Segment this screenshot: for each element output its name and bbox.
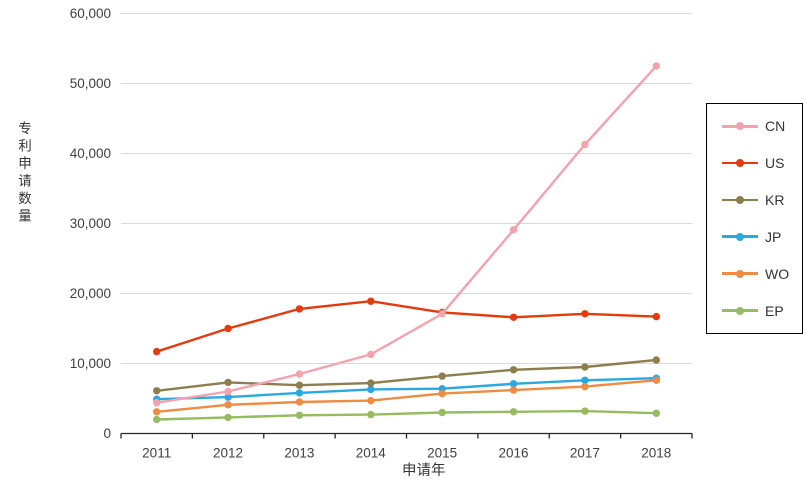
x-tick-label-2015: 2015 <box>427 446 457 461</box>
x-tick-label-2017: 2017 <box>570 446 600 461</box>
data-point-jp-2012 <box>224 393 232 401</box>
data-point-ep-2011 <box>152 415 161 424</box>
legend-label-jp: JP <box>765 228 782 245</box>
legend-item-cn: CN <box>722 118 802 134</box>
legend-dot-swatch <box>736 159 744 168</box>
data-point-ep-2016 <box>509 408 518 416</box>
y-axis-title: 专利申请数量 <box>16 121 31 226</box>
data-point-us-2016 <box>509 313 518 321</box>
legend-box: CN US KR JP WO EP <box>706 103 803 334</box>
data-point-wo-2017 <box>581 382 589 391</box>
series-line-ep <box>155 409 658 421</box>
legend-label-ep: EP <box>765 302 784 319</box>
data-point-jp-2013 <box>295 389 304 397</box>
data-point-ep-2018 <box>652 409 661 417</box>
data-point-kr-2015 <box>438 372 446 380</box>
data-point-kr-2016 <box>509 366 518 374</box>
legend-item-ep: EP <box>722 303 802 319</box>
legend-item-kr: KR <box>722 192 802 208</box>
legend-item-us: US <box>722 155 802 171</box>
y-tick-label: 20,000 <box>70 286 111 301</box>
data-point-ep-2012 <box>224 413 232 422</box>
data-point-wo-2013 <box>295 398 304 406</box>
legend-label-kr: KR <box>765 192 785 209</box>
data-point-wo-2012 <box>224 401 232 409</box>
data-point-ep-2017 <box>581 407 589 415</box>
x-tick-label-2016: 2016 <box>499 446 529 461</box>
x-tick-label-2018: 2018 <box>641 446 671 461</box>
data-point-kr-2014 <box>367 379 375 387</box>
legend-item-jp: JP <box>722 229 802 245</box>
data-point-cn-2018 <box>652 62 661 70</box>
data-point-us-2014 <box>367 297 375 305</box>
legend-dot-swatch <box>736 269 744 278</box>
series-line-kr <box>155 358 658 392</box>
y-tick-label: 10,000 <box>70 356 111 371</box>
data-point-ep-2014 <box>367 410 375 419</box>
data-point-kr-2011 <box>152 387 161 395</box>
series-line-jp <box>155 377 658 401</box>
data-point-cn-2013 <box>295 370 304 378</box>
data-point-cn-2015 <box>438 310 446 318</box>
data-point-cn-2014 <box>367 350 375 359</box>
data-point-us-2017 <box>581 310 589 318</box>
data-point-kr-2012 <box>224 378 232 387</box>
series-line-us <box>155 300 658 353</box>
x-tick-label-2014: 2014 <box>356 446 387 461</box>
data-point-wo-2016 <box>509 386 518 394</box>
data-point-us-2013 <box>295 305 304 313</box>
series-line-wo <box>155 379 658 413</box>
x-axis-title: 申请年 <box>402 463 446 479</box>
data-point-us-2012 <box>224 324 232 333</box>
data-point-cn-2012 <box>224 387 232 396</box>
y-tick-label: 60,000 <box>70 6 111 21</box>
data-point-wo-2015 <box>438 389 446 398</box>
legend-dot-swatch <box>736 306 744 315</box>
data-point-ep-2015 <box>438 408 446 417</box>
data-point-cn-2016 <box>509 226 518 234</box>
legend-label-us: US <box>765 155 785 172</box>
x-tick-label-2013: 2013 <box>284 446 314 461</box>
data-point-wo-2011 <box>152 408 161 416</box>
y-tick-label: 30,000 <box>70 216 111 231</box>
legend-line-dot-icon-wo <box>722 269 758 278</box>
data-point-wo-2018 <box>652 376 661 384</box>
legend-line-dot-icon-kr <box>722 196 758 205</box>
data-point-cn-2011 <box>152 399 161 407</box>
legend-dot-swatch <box>736 122 744 131</box>
legend-label-cn: CN <box>765 118 786 135</box>
legend-label-wo: WO <box>765 265 790 282</box>
legend-line-dot-icon-us <box>722 159 758 168</box>
y-tick-label: 40,000 <box>70 146 111 161</box>
legend-dot-swatch <box>736 232 744 241</box>
data-point-ep-2013 <box>295 411 304 419</box>
data-point-jp-2016 <box>509 380 518 388</box>
y-tick-label: 0 <box>103 426 111 441</box>
data-point-kr-2013 <box>295 381 304 389</box>
data-point-cn-2017 <box>581 140 589 149</box>
data-point-kr-2017 <box>581 363 589 371</box>
legend-line-dot-icon-ep <box>722 306 758 315</box>
series-line-cn <box>155 64 658 404</box>
legend-line-dot-icon-cn <box>722 122 758 131</box>
legend-dot-swatch <box>736 196 744 205</box>
data-point-us-2011 <box>152 347 161 356</box>
legend-item-wo: WO <box>722 266 802 282</box>
x-tick-label-2011: 2011 <box>142 446 171 461</box>
y-tick-label: 50,000 <box>70 76 111 91</box>
data-point-kr-2018 <box>652 356 661 364</box>
data-point-us-2018 <box>652 312 661 321</box>
legend-line-dot-icon-jp <box>722 232 758 241</box>
data-point-jp-2017 <box>581 376 589 384</box>
x-tick-label-2012: 2012 <box>213 446 243 461</box>
data-point-wo-2014 <box>367 396 375 405</box>
data-point-jp-2014 <box>367 385 375 394</box>
